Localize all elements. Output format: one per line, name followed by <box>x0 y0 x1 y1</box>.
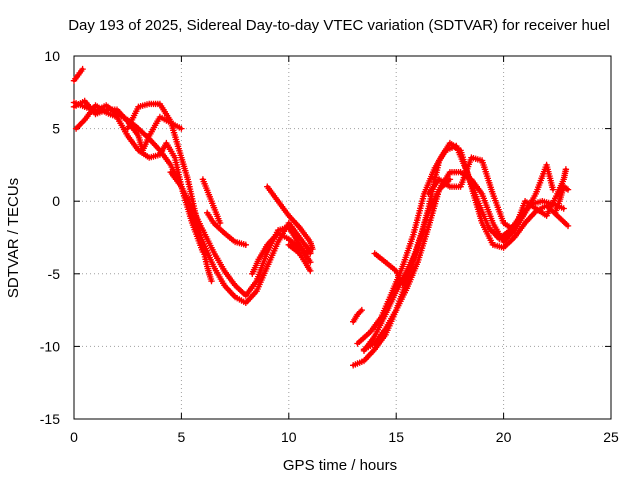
y-tick-label: -10 <box>40 338 60 354</box>
series-trace-11 <box>285 241 314 275</box>
series-trace-1 <box>70 65 86 84</box>
y-tick-label: -15 <box>40 411 60 427</box>
x-tick-label: 20 <box>496 429 512 445</box>
x-axis-ticks: 0 5 10 15 20 25 <box>70 56 619 445</box>
series-trace-17 <box>371 227 428 288</box>
series-markers <box>199 176 224 227</box>
y-axis-ticks: -15 -10 -5 0 5 10 <box>40 48 611 427</box>
x-axis-label: GPS time / hours <box>283 457 397 474</box>
series-markers <box>264 183 316 253</box>
x-tick-label: 15 <box>388 429 404 445</box>
y-tick-label: 0 <box>52 193 60 209</box>
x-tick-label: 0 <box>70 429 78 445</box>
series-trace-6 <box>167 169 207 256</box>
series-trace-18 <box>425 154 570 234</box>
chart-title: Day 193 of 2025, Sidereal Day-to-day VTE… <box>68 17 610 34</box>
series-trace-15 <box>350 306 365 325</box>
series-markers <box>249 229 314 277</box>
series-markers <box>124 100 215 285</box>
series-markers <box>552 183 572 216</box>
series-trace-10 <box>264 183 316 253</box>
y-tick-label: 10 <box>44 48 60 64</box>
y-tick-label: -5 <box>48 266 61 282</box>
series-markers <box>167 169 207 256</box>
x-tick-label: 10 <box>281 429 297 445</box>
plot-frame <box>73 55 612 420</box>
y-tick-label: 5 <box>52 121 60 137</box>
y-axis-label: SDTVAR / TECUs <box>5 178 22 298</box>
series-markers <box>285 241 314 275</box>
series-trace-7 <box>204 209 249 248</box>
series-trace-16 <box>360 161 557 353</box>
series-markers <box>425 154 570 234</box>
series-markers <box>371 227 428 288</box>
series-trace-9 <box>249 229 314 277</box>
series-markers <box>70 65 86 84</box>
data-series <box>70 65 572 369</box>
series-trace-8 <box>199 176 224 227</box>
grid-lines <box>74 56 611 419</box>
series-markers <box>350 306 365 325</box>
series-trace-19 <box>552 183 572 216</box>
x-tick-label: 5 <box>178 429 186 445</box>
series-markers <box>204 209 249 248</box>
x-tick-label: 25 <box>603 429 619 445</box>
